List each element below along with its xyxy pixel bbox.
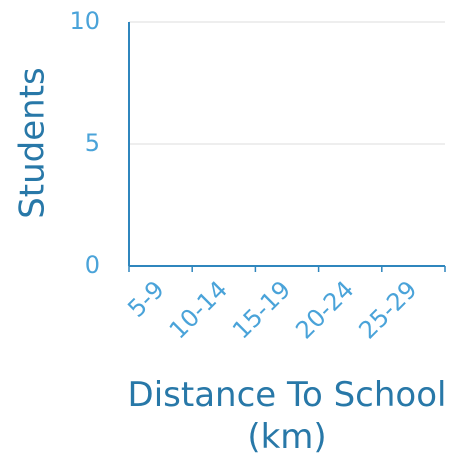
y-tick-label: 0 (85, 251, 100, 279)
y-tick-label: 5 (85, 129, 100, 157)
x-tick-label: 10-14 (164, 275, 233, 344)
x-tick-label: 15-19 (227, 275, 296, 344)
x-tick-label: 25-29 (353, 275, 422, 344)
x-tick-label: 20-24 (290, 275, 359, 344)
y-axis-label: Students (13, 67, 53, 219)
x-tick-label: 5-9 (122, 275, 170, 323)
y-tick-label: 10 (69, 7, 100, 35)
x-axis-label: Distance To School (km) (127, 375, 447, 457)
